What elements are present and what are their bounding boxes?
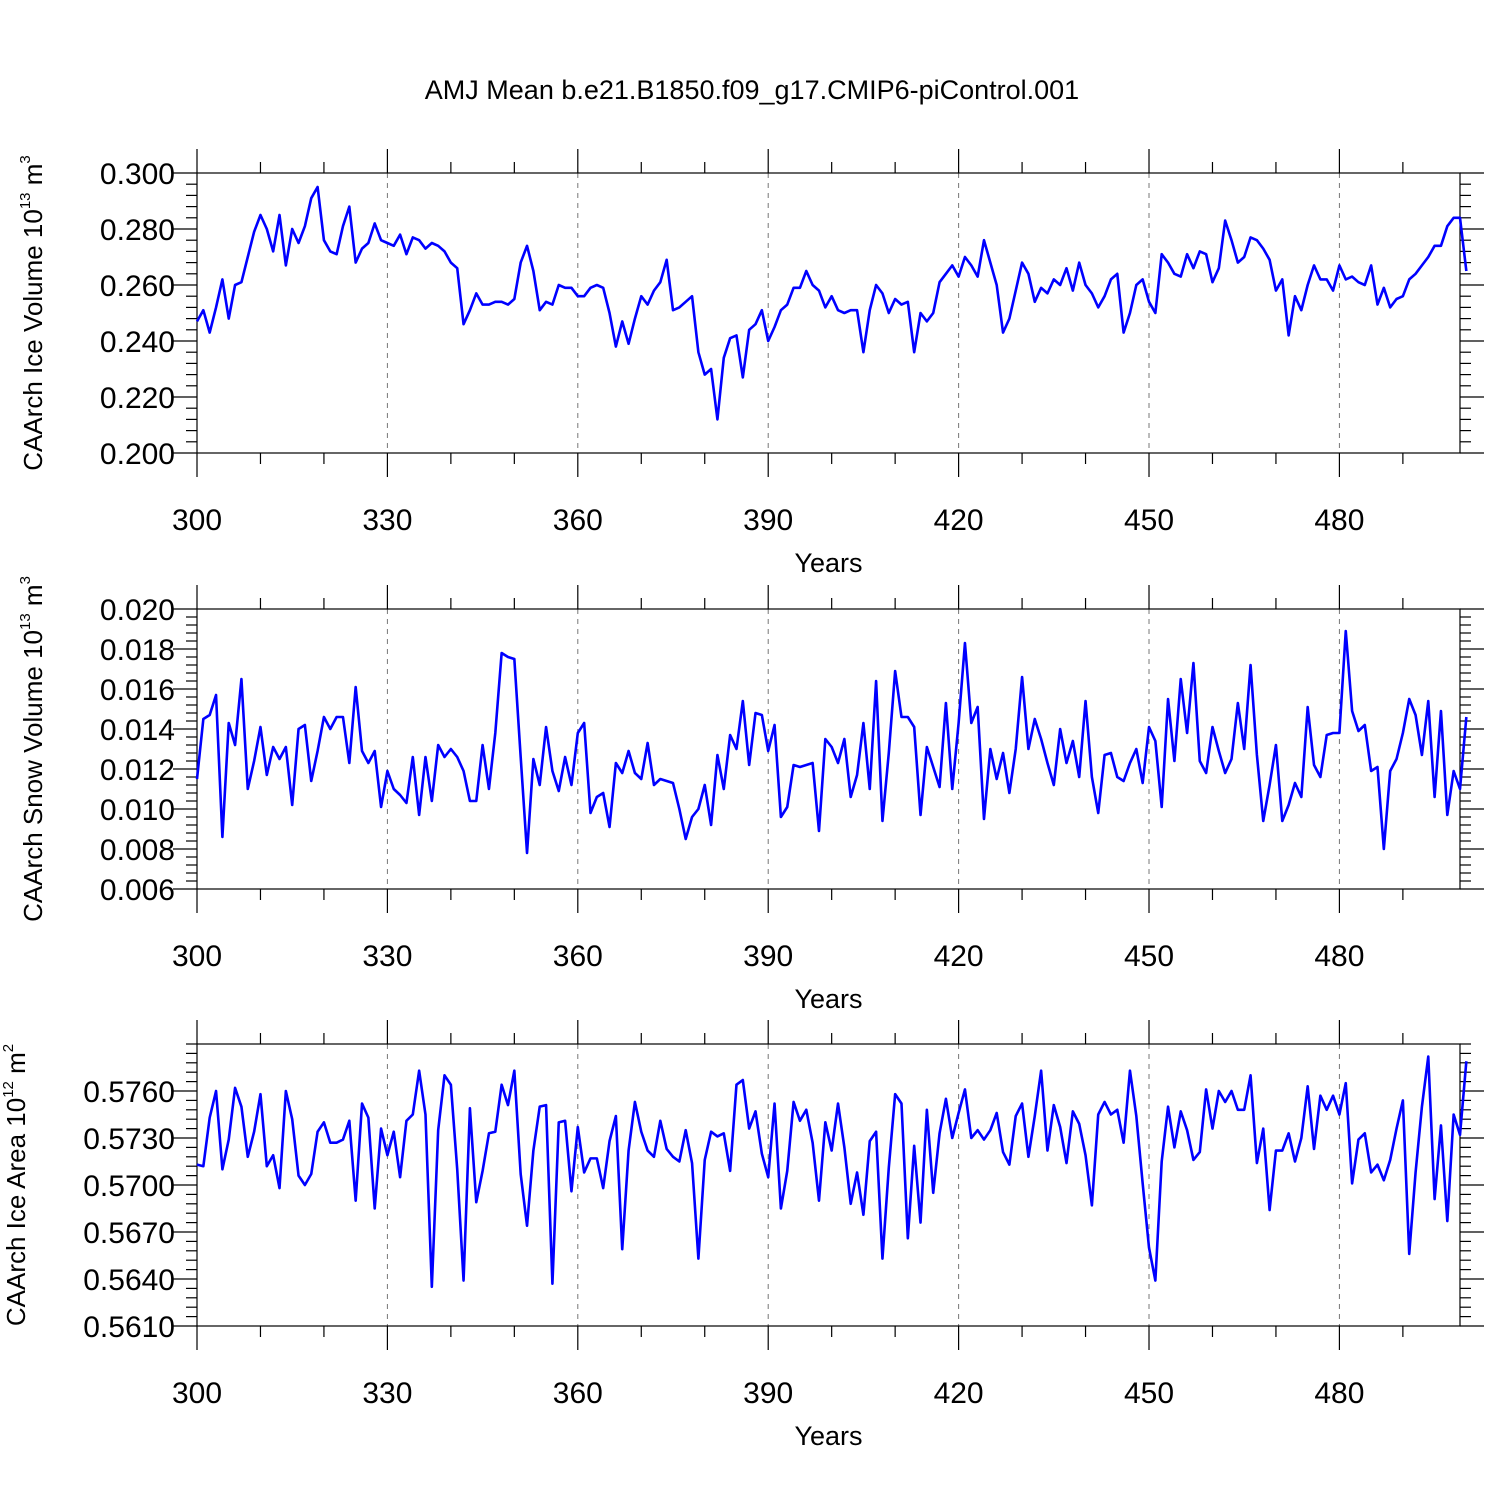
x-tick-label: 450	[1124, 1377, 1174, 1410]
y-tick-label: 0.260	[100, 270, 175, 303]
y-axis-label-part: CAArch Snow Volume 10	[18, 630, 48, 922]
y-tick-label: 0.5700	[83, 1170, 175, 1203]
x-tick-label: 480	[1314, 1377, 1364, 1410]
x-tick-label: 420	[934, 504, 984, 537]
x-tick-label: 480	[1314, 940, 1364, 973]
y-tick-label: 0.016	[100, 674, 175, 707]
y-tick-label: 0.014	[100, 714, 175, 747]
x-axis-label: Years	[794, 1421, 862, 1451]
y-axis-label-part: CAArch Ice Volume 10	[18, 209, 48, 471]
x-tick-label: 420	[934, 940, 984, 973]
y-axis-label: CAArch Snow Volume 1013 m3	[17, 576, 48, 922]
y-axis-label-superscript: 13	[17, 192, 34, 209]
x-tick-label: 330	[362, 504, 412, 537]
x-tick-label: 360	[553, 940, 603, 973]
panel-1: 0.200 0.220 0.240 0.260 0.280 0.300 300 330 360 3…	[17, 149, 1484, 578]
y-axis-label-superscript: 12	[0, 1081, 17, 1098]
x-tick-label: 480	[1314, 504, 1364, 537]
x-axis-label: Years	[794, 548, 862, 578]
x-tick-label: 330	[362, 1377, 412, 1410]
data-series-line	[196, 1055, 1468, 1289]
y-tick-label: 0.010	[100, 794, 175, 827]
data-series-line	[195, 185, 1468, 421]
y-axis-label-superscript: 3	[17, 155, 34, 163]
y-axis-label-part: m	[1, 1052, 31, 1081]
x-tick-label: 300	[172, 940, 222, 973]
y-tick-label: 0.5670	[83, 1217, 175, 1250]
x-tick-label: 300	[172, 1377, 222, 1410]
y-tick-label: 0.5760	[83, 1076, 175, 1109]
plot-frame	[196, 1043, 1461, 1327]
plot-frame	[196, 172, 1461, 454]
x-tick-label: 330	[362, 940, 412, 973]
panel-2: 0.006 0.008 0.010 0.012 0.014 0.016 0.018 0.020…	[17, 576, 1484, 1014]
x-tick-label: 420	[934, 1377, 984, 1410]
x-tick-label: 390	[743, 1377, 793, 1410]
y-tick-label: 0.300	[100, 158, 175, 191]
y-tick-label: 0.5610	[83, 1311, 175, 1344]
y-axis-label-part: m	[18, 584, 48, 613]
x-tick-label: 390	[743, 940, 793, 973]
data-series-line	[195, 629, 1468, 855]
y-axis-label-superscript: 13	[17, 613, 34, 630]
y-tick-label: 0.018	[100, 634, 175, 667]
y-axis-label-part: CAArch Ice Area 10	[1, 1098, 31, 1326]
y-tick-label: 0.280	[100, 214, 175, 247]
x-tick-label: 450	[1124, 504, 1174, 537]
x-tick-label: 360	[553, 504, 603, 537]
y-tick-label: 0.020	[100, 594, 175, 627]
y-tick-label: 0.200	[100, 438, 175, 471]
y-tick-label: 0.5640	[83, 1264, 175, 1297]
x-tick-label: 360	[553, 1377, 603, 1410]
y-axis-label: CAArch Ice Area 1012 m2	[0, 1044, 31, 1326]
y-axis-label-part: m	[18, 164, 48, 193]
y-tick-label: 0.220	[100, 382, 175, 415]
y-axis-label-superscript: 3	[17, 576, 34, 584]
y-tick-label: 0.240	[100, 326, 175, 359]
x-tick-label: 450	[1124, 940, 1174, 973]
y-tick-label: 0.008	[100, 834, 175, 867]
x-tick-label: 300	[172, 504, 222, 537]
y-axis-label-superscript: 2	[0, 1044, 17, 1052]
figure-title: AMJ Mean b.e21.B1850.f09_g17.CMIP6-piCon…	[425, 75, 1079, 105]
y-tick-label: 0.5730	[83, 1123, 175, 1156]
panel-3: 0.5610 0.5640 0.5670 0.5700 0.5730 0.5760 300 3…	[0, 1020, 1484, 1451]
y-axis-label: CAArch Ice Volume 1013 m3	[17, 155, 48, 471]
plot-frame	[196, 608, 1461, 890]
x-tick-label: 390	[743, 504, 793, 537]
y-tick-label: 0.006	[100, 874, 175, 907]
y-tick-label: 0.012	[100, 754, 175, 787]
x-axis-label: Years	[794, 984, 862, 1014]
